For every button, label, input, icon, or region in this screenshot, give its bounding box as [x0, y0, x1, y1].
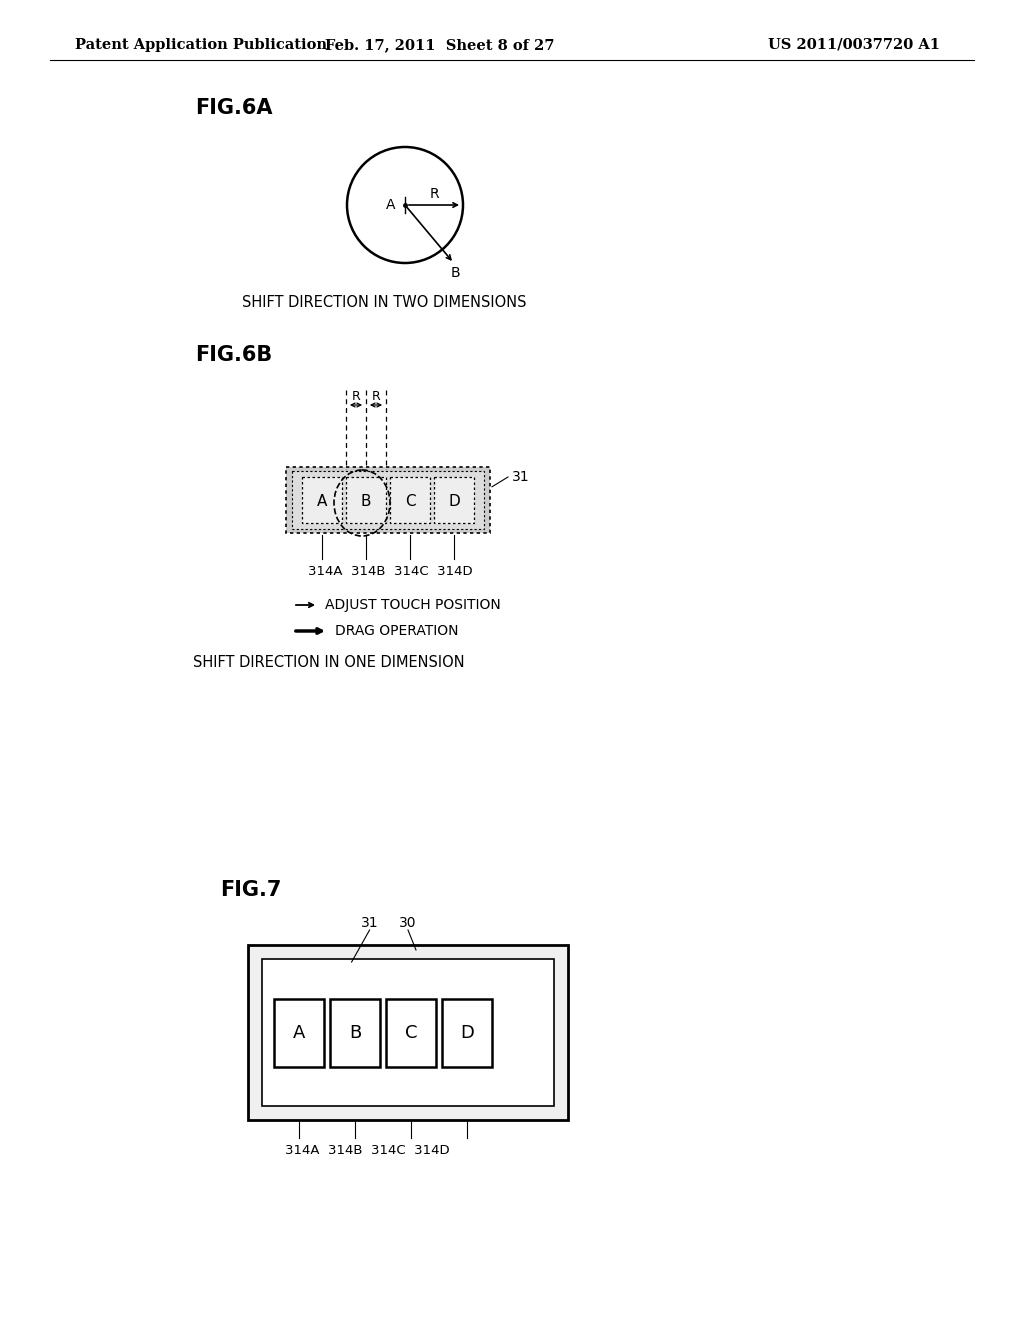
Text: 314A  314B  314C  314D: 314A 314B 314C 314D [308, 565, 473, 578]
Text: 31: 31 [360, 916, 379, 931]
Text: R: R [429, 187, 439, 201]
Text: B: B [360, 494, 372, 508]
Text: DRAG OPERATION: DRAG OPERATION [335, 624, 459, 638]
Text: ADJUST TOUCH POSITION: ADJUST TOUCH POSITION [325, 598, 501, 612]
Text: R: R [372, 389, 380, 403]
Bar [346, 477, 386, 523]
Text: D: D [460, 1024, 474, 1043]
Bar [286, 467, 490, 533]
Text: A: A [293, 1024, 305, 1043]
Text: FIG.7: FIG.7 [220, 880, 282, 900]
Bar [386, 998, 436, 1067]
Bar [274, 998, 324, 1067]
Text: Feb. 17, 2011  Sheet 8 of 27: Feb. 17, 2011 Sheet 8 of 27 [326, 38, 555, 51]
Text: B: B [349, 1024, 361, 1043]
Text: 31: 31 [512, 470, 529, 484]
Text: C: C [404, 1024, 417, 1043]
Text: R: R [351, 389, 360, 403]
Text: FIG.6A: FIG.6A [195, 98, 272, 117]
Text: A: A [316, 494, 328, 508]
Bar [434, 477, 474, 523]
Text: Patent Application Publication: Patent Application Publication [75, 38, 327, 51]
Text: US 2011/0037720 A1: US 2011/0037720 A1 [768, 38, 940, 51]
Bar [262, 960, 554, 1106]
Bar [292, 471, 484, 529]
Bar [330, 998, 380, 1067]
Text: B: B [451, 267, 461, 280]
Bar [248, 945, 568, 1119]
Text: 314A  314B  314C  314D: 314A 314B 314C 314D [285, 1144, 450, 1158]
Bar [442, 998, 492, 1067]
Bar [302, 477, 342, 523]
Text: D: D [449, 494, 460, 508]
Text: FIG.6B: FIG.6B [195, 345, 272, 366]
Bar [390, 477, 430, 523]
Text: 30: 30 [399, 916, 417, 931]
Text: C: C [404, 494, 416, 508]
Text: A: A [385, 198, 395, 213]
Text: SHIFT DIRECTION IN ONE DIMENSION: SHIFT DIRECTION IN ONE DIMENSION [193, 655, 465, 671]
Text: SHIFT DIRECTION IN TWO DIMENSIONS: SHIFT DIRECTION IN TWO DIMENSIONS [242, 294, 526, 310]
